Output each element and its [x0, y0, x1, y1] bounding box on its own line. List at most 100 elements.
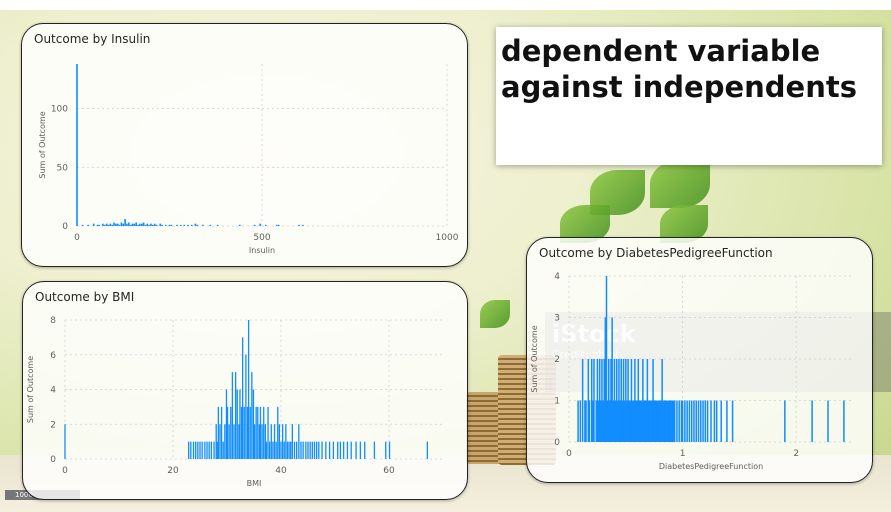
bar[interactable]: [245, 354, 247, 459]
bar[interactable]: [81, 224, 84, 226]
bar[interactable]: [259, 406, 262, 459]
bar[interactable]: [165, 224, 167, 226]
bar[interactable]: [676, 400, 678, 443]
bar[interactable]: [671, 400, 674, 443]
bar[interactable]: [577, 400, 579, 443]
bar[interactable]: [199, 441, 201, 459]
bar[interactable]: [613, 359, 616, 442]
bar[interactable]: [179, 224, 182, 226]
bar[interactable]: [653, 400, 655, 443]
bar[interactable]: [688, 400, 691, 443]
bar[interactable]: [128, 222, 130, 226]
bar[interactable]: [278, 424, 281, 459]
bar[interactable]: [669, 400, 671, 443]
bar[interactable]: [246, 406, 249, 459]
bar[interactable]: [98, 224, 100, 226]
bar[interactable]: [695, 400, 697, 443]
bar[interactable]: [619, 400, 621, 443]
bar[interactable]: [680, 400, 683, 443]
bar[interactable]: [321, 441, 323, 459]
bar[interactable]: [291, 424, 293, 459]
bar[interactable]: [667, 400, 669, 443]
bar[interactable]: [678, 400, 680, 443]
bar[interactable]: [328, 441, 331, 459]
bar[interactable]: [662, 400, 665, 443]
heading-textbox[interactable]: dependent variable against independents: [496, 27, 882, 165]
bar[interactable]: [202, 224, 204, 226]
bar[interactable]: [242, 337, 244, 459]
bar[interactable]: [609, 400, 611, 443]
bar[interactable]: [686, 400, 688, 443]
bar[interactable]: [697, 400, 700, 443]
bar[interactable]: [206, 441, 208, 459]
bar[interactable]: [190, 224, 193, 226]
bar[interactable]: [715, 400, 718, 443]
bar[interactable]: [581, 359, 584, 442]
bar[interactable]: [301, 224, 304, 226]
bar[interactable]: [281, 424, 284, 459]
bar[interactable]: [655, 400, 658, 443]
bar[interactable]: [190, 441, 192, 459]
bar[interactable]: [102, 223, 104, 226]
bar[interactable]: [209, 224, 211, 226]
bar[interactable]: [226, 406, 229, 459]
chart-card-insulin[interactable]: Outcome by Insulin 0 50 100 0 500 1000 Insulin…: [21, 23, 468, 267]
bar[interactable]: [623, 400, 626, 443]
bar[interactable]: [811, 400, 813, 443]
bar[interactable]: [600, 400, 602, 443]
bar[interactable]: [608, 359, 610, 442]
bar[interactable]: [585, 400, 587, 443]
bar[interactable]: [611, 317, 613, 443]
bar[interactable]: [311, 441, 313, 459]
bar[interactable]: [263, 406, 265, 459]
bar[interactable]: [194, 223, 197, 226]
bar[interactable]: [239, 224, 241, 226]
bar[interactable]: [355, 441, 357, 459]
bar[interactable]: [139, 223, 141, 226]
bar[interactable]: [137, 224, 139, 226]
bar[interactable]: [233, 424, 235, 459]
bar[interactable]: [337, 441, 339, 459]
bar[interactable]: [118, 224, 121, 226]
bar[interactable]: [286, 441, 289, 459]
bar[interactable]: [693, 400, 695, 443]
bar[interactable]: [350, 441, 352, 459]
bar[interactable]: [339, 441, 342, 459]
bar[interactable]: [622, 359, 625, 442]
bar[interactable]: [673, 400, 676, 443]
bar[interactable]: [605, 276, 608, 442]
bar[interactable]: [220, 406, 223, 459]
bar[interactable]: [293, 441, 296, 459]
bar[interactable]: [634, 359, 636, 442]
bar[interactable]: [135, 222, 137, 226]
bar[interactable]: [276, 224, 278, 226]
bar[interactable]: [216, 441, 218, 459]
bar[interactable]: [654, 400, 657, 443]
bar[interactable]: [597, 400, 600, 443]
bar[interactable]: [681, 400, 684, 443]
bar[interactable]: [228, 424, 230, 459]
bar[interactable]: [627, 359, 629, 442]
bar[interactable]: [720, 400, 722, 443]
bar[interactable]: [213, 441, 215, 459]
bar[interactable]: [195, 441, 197, 459]
bar[interactable]: [385, 441, 387, 459]
bar[interactable]: [651, 400, 653, 443]
bar[interactable]: [161, 224, 163, 226]
chart-card-dpf[interactable]: Outcome by DiabetesPedigreeFunction 0 1 2 3…: [526, 237, 873, 483]
bar[interactable]: [155, 224, 158, 226]
bar[interactable]: [668, 400, 670, 443]
bar[interactable]: [270, 424, 272, 459]
bar[interactable]: [188, 441, 190, 459]
bar[interactable]: [342, 441, 345, 459]
bar[interactable]: [710, 400, 712, 443]
bar[interactable]: [631, 400, 634, 443]
bar[interactable]: [265, 441, 268, 459]
bar[interactable]: [267, 406, 269, 459]
bar[interactable]: [107, 224, 110, 226]
bar[interactable]: [217, 406, 220, 459]
bar[interactable]: [309, 441, 311, 459]
bar[interactable]: [592, 400, 594, 443]
bar[interactable]: [604, 317, 607, 443]
bar[interactable]: [659, 400, 661, 443]
